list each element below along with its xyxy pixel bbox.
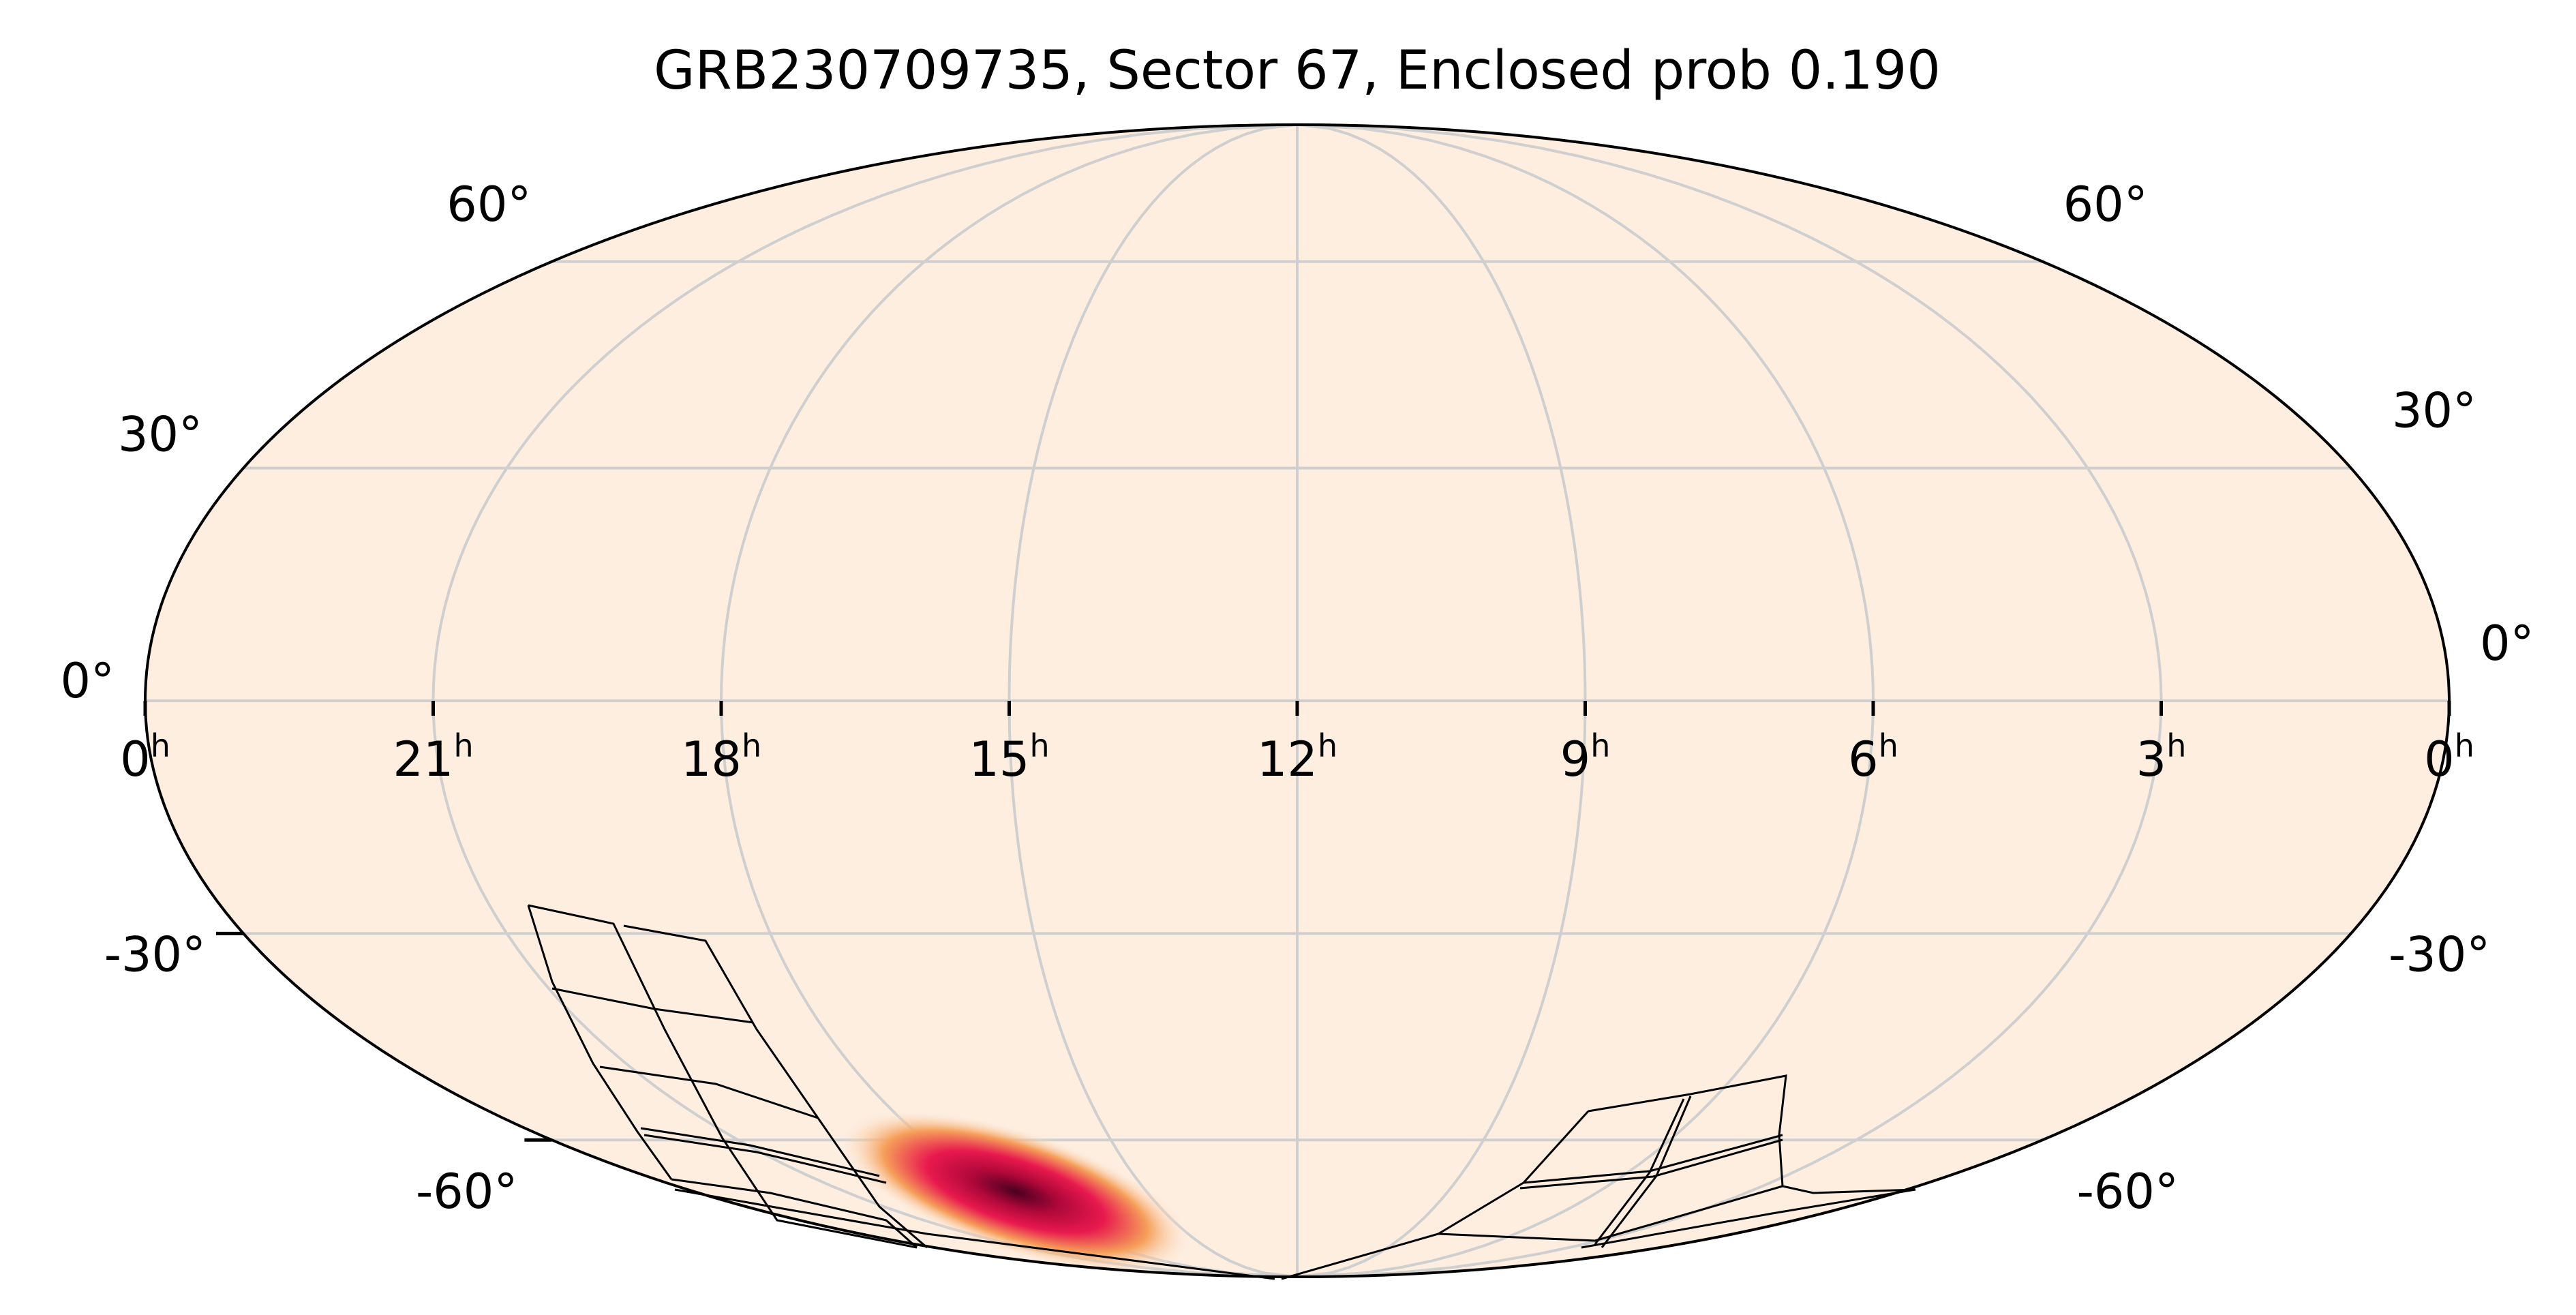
dec-axis-labels-right: 60° 30° 0° -30° -60° bbox=[2063, 177, 2534, 1220]
footprint-ccd-outline bbox=[599, 1065, 819, 1119]
footprint-ccd-outline bbox=[643, 1134, 887, 1184]
dec-label-left: 60° bbox=[446, 177, 531, 232]
footprint-ccd-outline bbox=[527, 905, 673, 1180]
plot-title: GRB230709735, Sector 67, Enclosed prob 0… bbox=[654, 40, 1941, 102]
ra-tick-label: 0h bbox=[2424, 727, 2474, 787]
dec-label-right: 0° bbox=[2480, 616, 2534, 671]
footprint-ccd-outline bbox=[1594, 1098, 1685, 1245]
tess-footprint-left bbox=[527, 904, 1275, 1280]
dec-label-right: 60° bbox=[2063, 177, 2148, 232]
footprint-ccd-outline bbox=[1519, 1138, 1783, 1190]
dec-label-left: 30° bbox=[118, 407, 202, 463]
dec-label-left: 0° bbox=[60, 653, 115, 709]
footprint-ccd-outline bbox=[1523, 1134, 1783, 1184]
footprint-ccd-outline bbox=[674, 1188, 1275, 1280]
dec-label-left: -30° bbox=[104, 926, 206, 982]
dec-axis-labels-left: 60° 30° 0° -30° -60° bbox=[60, 177, 531, 1220]
dec-label-right: 30° bbox=[2392, 383, 2476, 439]
footprint-ccd-outline bbox=[671, 1178, 918, 1249]
tess-footprint-right bbox=[1281, 1074, 1916, 1280]
ra-tick-label: 3h bbox=[2136, 727, 2187, 787]
footprint-ccd-outline bbox=[1281, 1110, 1590, 1280]
dec-label-right: -60° bbox=[2077, 1164, 2179, 1220]
probability-region bbox=[839, 1110, 1192, 1273]
dec-label-right: -30° bbox=[2389, 926, 2490, 982]
probability-hotspot bbox=[839, 1110, 1192, 1273]
dec-label-left: -60° bbox=[416, 1164, 517, 1220]
ra-tick-label: 9h bbox=[1560, 727, 1611, 787]
footprint-ccd-outline bbox=[551, 987, 754, 1024]
ra-tick-marks bbox=[143, 701, 2451, 716]
footprint-ccd-outline bbox=[1438, 1185, 1783, 1242]
footprint-ccd-outline bbox=[528, 904, 918, 1249]
footprint-ccd-outline bbox=[640, 1127, 880, 1177]
footprint-ccd-outline bbox=[1581, 1188, 1916, 1249]
footprint-ccd-outline bbox=[623, 924, 928, 1249]
dec-tick-marks bbox=[216, 931, 552, 1142]
